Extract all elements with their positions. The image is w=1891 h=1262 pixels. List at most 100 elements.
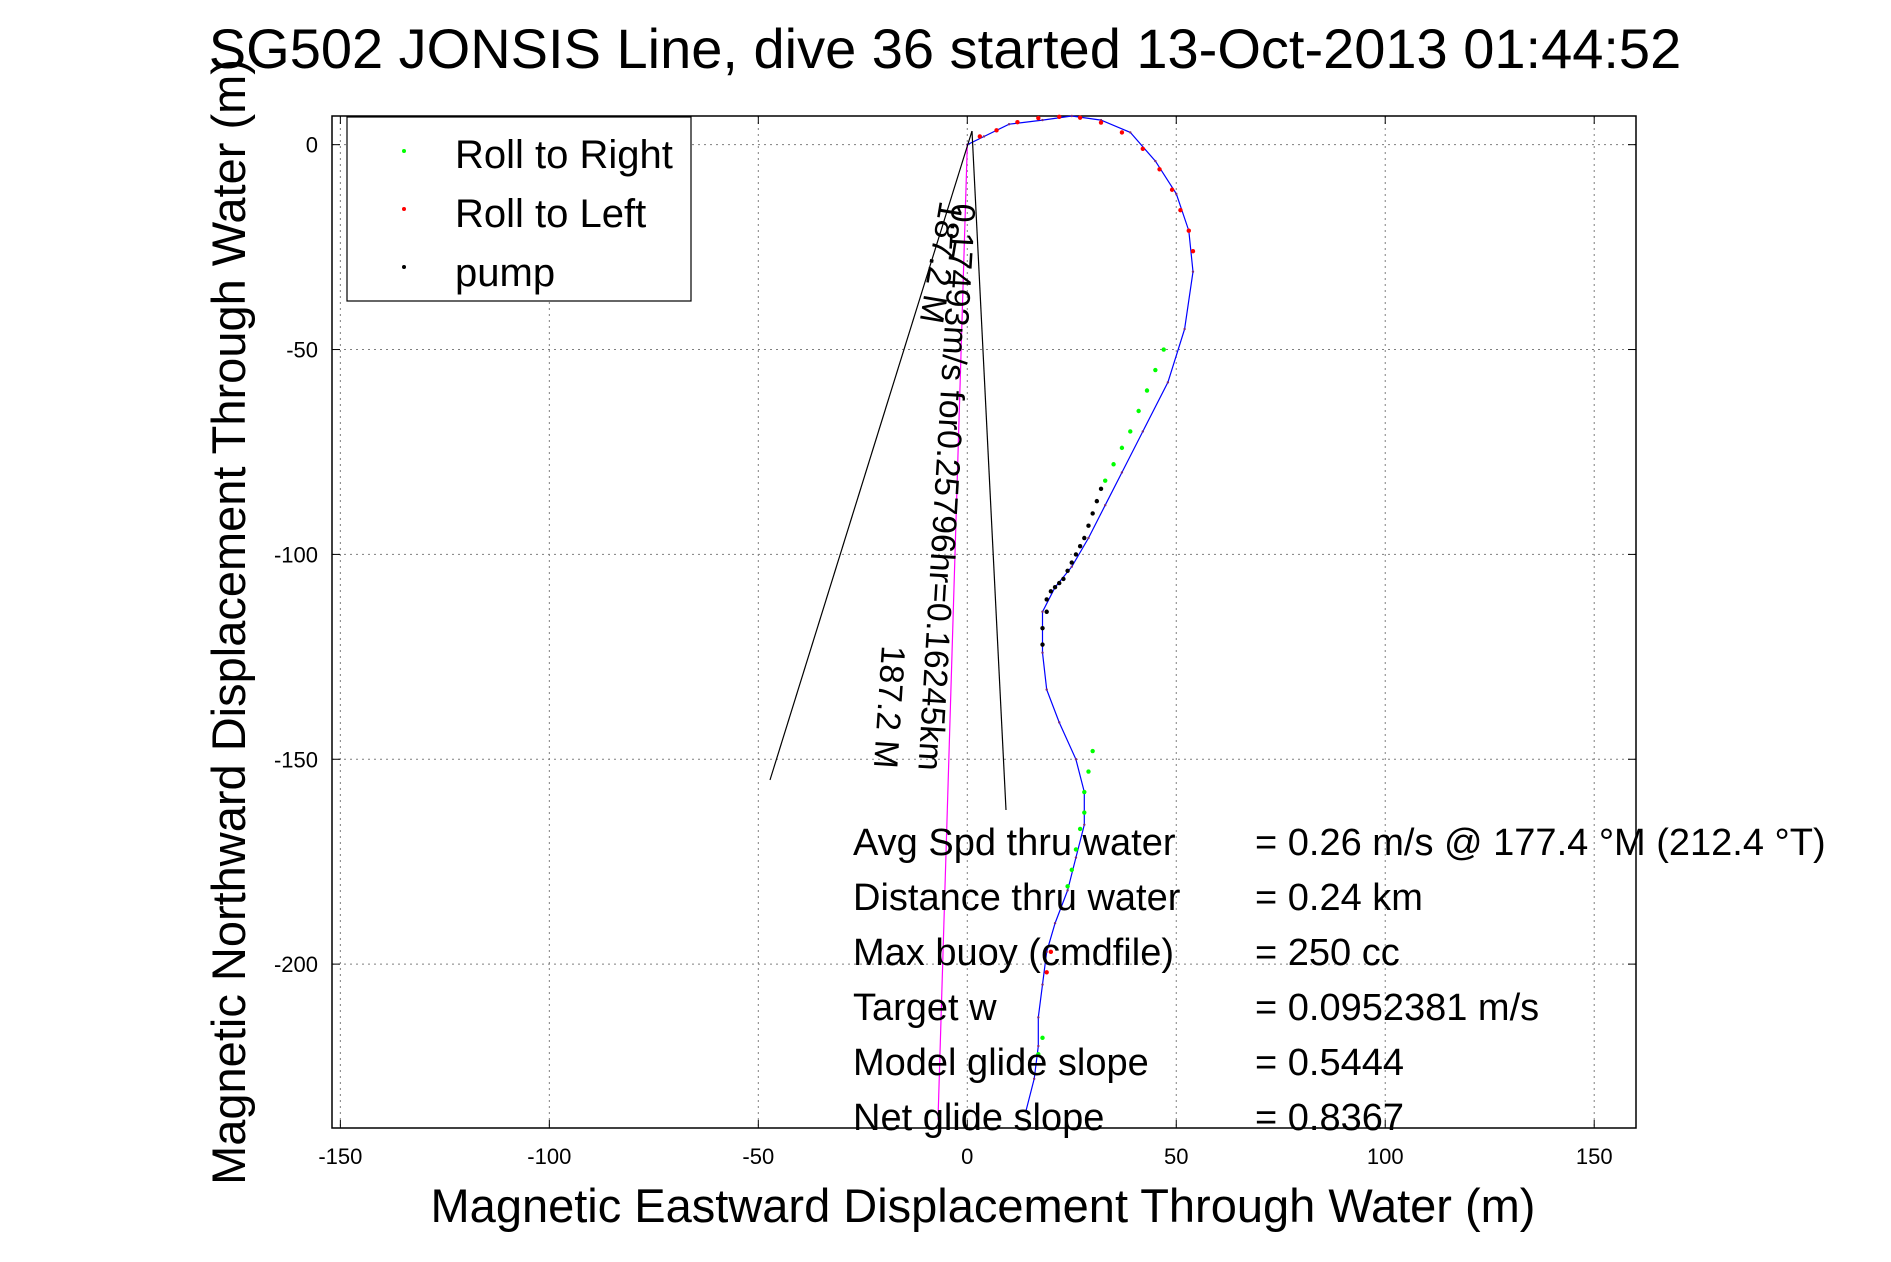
track-point bbox=[1037, 1044, 1040, 1048]
track-point bbox=[1141, 430, 1145, 433]
x-tick-label: 150 bbox=[1576, 1144, 1613, 1169]
roll-to-left-point bbox=[1169, 187, 1175, 192]
roll-to-left-point bbox=[1057, 114, 1062, 120]
track-point bbox=[1074, 758, 1078, 761]
roll-to-right-point bbox=[1136, 408, 1141, 414]
x-tick-label: -150 bbox=[318, 1144, 362, 1169]
pump-point bbox=[1065, 568, 1070, 573]
stat-value-avg-speed: = 0.26 m/s @ 177.4 °M (212.4 °T) bbox=[1255, 822, 1826, 864]
track-point bbox=[1083, 823, 1086, 827]
roll-to-left-point bbox=[1048, 949, 1054, 955]
track-point bbox=[1104, 504, 1107, 507]
roll-to-right-point bbox=[1069, 867, 1074, 873]
roll-to-right-point bbox=[1111, 462, 1116, 467]
track-point bbox=[1070, 565, 1073, 568]
roll-to-left-point bbox=[1036, 115, 1041, 121]
track-point bbox=[1154, 159, 1157, 163]
series-layer bbox=[937, 114, 1196, 1120]
legend-marker-roll-left bbox=[402, 207, 406, 211]
pump-point bbox=[1086, 523, 1091, 528]
pump-point bbox=[1040, 642, 1045, 647]
roll-to-right-point bbox=[1036, 1052, 1041, 1057]
dive-stats: Avg Spd thru water = 0.26 m/s @ 177.4 °M… bbox=[853, 822, 1826, 1139]
annotation-lines bbox=[769, 130, 1007, 811]
roll-to-left-point bbox=[1186, 228, 1191, 233]
track-point bbox=[1037, 1016, 1040, 1019]
track-point bbox=[1053, 921, 1057, 925]
track-point bbox=[1041, 983, 1044, 986]
x-tick-label: 0 bbox=[961, 1144, 973, 1169]
stat-value-net-glide: = 0.8367 bbox=[1255, 1097, 1404, 1139]
track-point bbox=[1129, 131, 1132, 134]
roll-to-right-point bbox=[1073, 847, 1079, 852]
roll-to-left-point bbox=[1140, 146, 1146, 151]
track-point bbox=[1087, 536, 1090, 540]
stat-label-net-glide: Net glide slope bbox=[853, 1097, 1104, 1139]
roll-to-right-point bbox=[1103, 478, 1108, 483]
roll-to-right-point bbox=[1082, 789, 1087, 795]
stat-label-target-w: Target w bbox=[853, 987, 997, 1029]
pump-point bbox=[1048, 589, 1054, 594]
chart-title: SG502 JONSIS Line, dive 36 started 13-Oc… bbox=[209, 17, 1681, 80]
legend-label-roll-left: Roll to Left bbox=[455, 192, 646, 236]
track-point bbox=[982, 135, 986, 138]
x-tick-label: -100 bbox=[527, 1144, 571, 1169]
roll-to-left-point bbox=[977, 134, 983, 139]
pump-point bbox=[1044, 609, 1049, 614]
stat-value-distance: = 0.24 km bbox=[1255, 877, 1423, 919]
pump-point bbox=[1094, 498, 1100, 504]
legend: Roll to Right Roll to Left pump bbox=[346, 116, 692, 302]
track-point bbox=[1120, 471, 1124, 474]
stat-label-distance: Distance thru water bbox=[853, 877, 1181, 919]
track-point bbox=[1166, 381, 1170, 384]
pump-point bbox=[1061, 576, 1066, 582]
pump-point bbox=[1082, 535, 1087, 541]
track-point bbox=[1007, 122, 1011, 126]
current-line bbox=[937, 144, 968, 1120]
pump-point bbox=[1077, 544, 1083, 549]
x-tick-label: 100 bbox=[1367, 1144, 1404, 1169]
annotation-labels: 0.17493m/s for0.25796hr=0.16245km 187.2 … bbox=[866, 199, 982, 772]
track-point bbox=[1191, 270, 1195, 273]
legend-marker-roll-right bbox=[402, 149, 406, 153]
track-point bbox=[1024, 1110, 1027, 1113]
track-point bbox=[1175, 192, 1178, 196]
track-point bbox=[1058, 721, 1061, 724]
axis-ticks: -150 -100 -50 0 50 100 150 0 -50 -100 -150 -200 bbox=[274, 116, 1636, 1169]
track-point bbox=[1045, 688, 1048, 691]
roll-to-right-point bbox=[1086, 769, 1091, 774]
stat-label-max-buoy: Max buoy (cmdfile) bbox=[853, 932, 1174, 974]
track-point bbox=[1041, 651, 1044, 654]
stat-value-max-buoy: = 250 cc bbox=[1255, 932, 1400, 974]
track-point bbox=[1045, 950, 1048, 954]
roll-to-right-point bbox=[1161, 347, 1166, 352]
roll-to-left-point bbox=[1190, 249, 1196, 254]
roll-to-right-point bbox=[1077, 826, 1083, 832]
pump-point bbox=[1044, 597, 1049, 602]
x-tick-label: -50 bbox=[742, 1144, 774, 1169]
roll-to-right-point bbox=[1082, 810, 1087, 815]
stat-label-avg-speed: Avg Spd thru water bbox=[853, 822, 1176, 864]
track-point bbox=[1074, 856, 1078, 859]
roll-to-right-point bbox=[1119, 445, 1125, 451]
roll-to-right-point bbox=[1144, 388, 1150, 393]
y-tick-label: -150 bbox=[274, 747, 318, 772]
track-point bbox=[1041, 610, 1044, 613]
stat-value-target-w: = 0.0952381 m/s bbox=[1255, 987, 1539, 1029]
pump-point bbox=[1090, 511, 1095, 516]
track-point bbox=[1032, 1077, 1036, 1081]
legend-label-pump: pump bbox=[455, 251, 555, 295]
legend-label-roll-right: Roll to Right bbox=[455, 133, 673, 177]
plot-area bbox=[331, 115, 1637, 1129]
stat-label-model-glide: Model glide slope bbox=[853, 1042, 1149, 1084]
roll-to-right-point bbox=[1065, 884, 1070, 889]
y-tick-label: 0 bbox=[306, 133, 318, 158]
roll-to-left-point bbox=[994, 128, 999, 133]
roll-to-left-point bbox=[1157, 167, 1162, 172]
y-axis-label: Magnetic Northward Displacement Through … bbox=[202, 59, 255, 1185]
roll-to-left-point bbox=[1178, 208, 1183, 213]
pump-point bbox=[1069, 560, 1074, 565]
roll-to-right-point bbox=[1090, 748, 1095, 754]
legend-marker-pump bbox=[402, 265, 406, 269]
y-tick-label: -100 bbox=[274, 542, 318, 567]
